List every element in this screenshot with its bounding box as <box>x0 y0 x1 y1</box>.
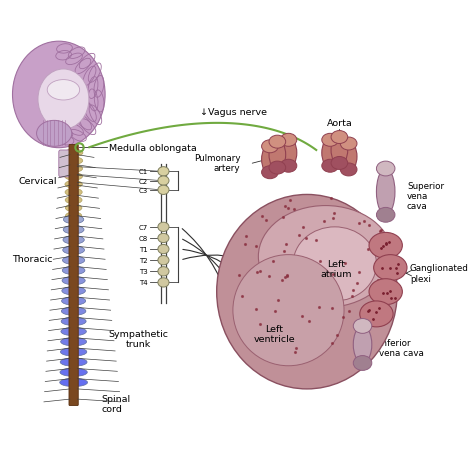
Ellipse shape <box>158 223 169 232</box>
Text: Medulla oblongata: Medulla oblongata <box>109 143 197 152</box>
Ellipse shape <box>65 212 82 220</box>
Ellipse shape <box>280 160 297 173</box>
Ellipse shape <box>376 169 395 215</box>
Text: Left
ventricle: Left ventricle <box>254 324 295 343</box>
Text: Sympathetic
trunk: Sympathetic trunk <box>109 329 168 348</box>
Ellipse shape <box>158 245 169 254</box>
Ellipse shape <box>60 378 88 387</box>
Ellipse shape <box>61 327 86 336</box>
Ellipse shape <box>63 246 84 255</box>
Ellipse shape <box>262 166 278 179</box>
Ellipse shape <box>61 307 86 316</box>
Ellipse shape <box>374 255 407 281</box>
Ellipse shape <box>61 338 87 346</box>
Ellipse shape <box>64 150 83 157</box>
Ellipse shape <box>65 197 82 204</box>
Ellipse shape <box>293 227 376 301</box>
Ellipse shape <box>158 176 169 186</box>
Ellipse shape <box>331 131 348 144</box>
Ellipse shape <box>65 173 82 181</box>
Text: Pulmonary
artery: Pulmonary artery <box>194 153 240 173</box>
Ellipse shape <box>62 267 85 275</box>
Ellipse shape <box>269 162 286 175</box>
Ellipse shape <box>322 160 338 173</box>
Ellipse shape <box>322 138 338 168</box>
Ellipse shape <box>331 136 348 166</box>
Ellipse shape <box>158 267 169 276</box>
Ellipse shape <box>60 348 87 356</box>
Ellipse shape <box>61 318 86 326</box>
Ellipse shape <box>62 287 85 295</box>
Ellipse shape <box>280 134 297 147</box>
Ellipse shape <box>376 162 395 176</box>
Text: Spinal
cord: Spinal cord <box>101 394 130 413</box>
Ellipse shape <box>376 208 395 223</box>
Ellipse shape <box>158 256 169 265</box>
Ellipse shape <box>353 326 372 363</box>
Ellipse shape <box>322 134 338 147</box>
Ellipse shape <box>64 166 82 173</box>
Ellipse shape <box>60 358 87 366</box>
Ellipse shape <box>340 164 357 176</box>
FancyBboxPatch shape <box>59 151 73 177</box>
Ellipse shape <box>65 181 82 189</box>
Ellipse shape <box>340 143 357 172</box>
Ellipse shape <box>262 141 278 153</box>
FancyBboxPatch shape <box>69 145 78 406</box>
Text: T2: T2 <box>139 258 148 263</box>
Ellipse shape <box>158 234 169 243</box>
Text: T1: T1 <box>139 247 148 253</box>
Text: C3: C3 <box>138 188 148 193</box>
Ellipse shape <box>269 136 286 149</box>
Text: C1: C1 <box>138 169 148 175</box>
Ellipse shape <box>258 206 392 308</box>
Ellipse shape <box>353 319 372 334</box>
Text: C8: C8 <box>138 235 148 241</box>
Text: C7: C7 <box>138 224 148 230</box>
Ellipse shape <box>233 255 344 366</box>
Ellipse shape <box>38 70 89 130</box>
Text: T4: T4 <box>139 280 148 286</box>
Ellipse shape <box>369 233 402 259</box>
Text: Left
atrium: Left atrium <box>321 259 352 279</box>
Ellipse shape <box>63 226 84 234</box>
Text: Ganglionated
plexi: Ganglionated plexi <box>410 264 469 283</box>
Text: C2: C2 <box>138 178 148 184</box>
Ellipse shape <box>360 301 393 327</box>
Ellipse shape <box>158 186 169 195</box>
Ellipse shape <box>340 138 357 151</box>
Text: Aorta: Aorta <box>327 119 352 128</box>
Ellipse shape <box>262 145 278 175</box>
Ellipse shape <box>158 167 169 176</box>
Ellipse shape <box>353 356 372 371</box>
Ellipse shape <box>369 279 402 305</box>
Ellipse shape <box>12 42 105 148</box>
Text: Cervical: Cervical <box>18 177 56 186</box>
Ellipse shape <box>280 138 297 168</box>
Ellipse shape <box>63 236 84 244</box>
Ellipse shape <box>60 368 87 377</box>
Ellipse shape <box>62 277 85 285</box>
Ellipse shape <box>64 157 83 165</box>
Ellipse shape <box>63 257 85 265</box>
Ellipse shape <box>269 141 286 170</box>
Ellipse shape <box>65 205 82 212</box>
Text: T3: T3 <box>139 269 148 275</box>
Text: ↓Vagus nerve: ↓Vagus nerve <box>201 107 267 116</box>
Ellipse shape <box>62 297 86 305</box>
Ellipse shape <box>158 278 169 287</box>
Ellipse shape <box>47 80 80 101</box>
Ellipse shape <box>36 121 72 147</box>
Text: Thoracic: Thoracic <box>12 254 53 263</box>
Text: Inferior
vena cava: Inferior vena cava <box>379 338 424 357</box>
Ellipse shape <box>331 157 348 170</box>
Ellipse shape <box>65 189 82 196</box>
Text: Superior
vena
cava: Superior vena cava <box>407 181 444 211</box>
Ellipse shape <box>64 216 84 224</box>
Ellipse shape <box>217 195 397 389</box>
